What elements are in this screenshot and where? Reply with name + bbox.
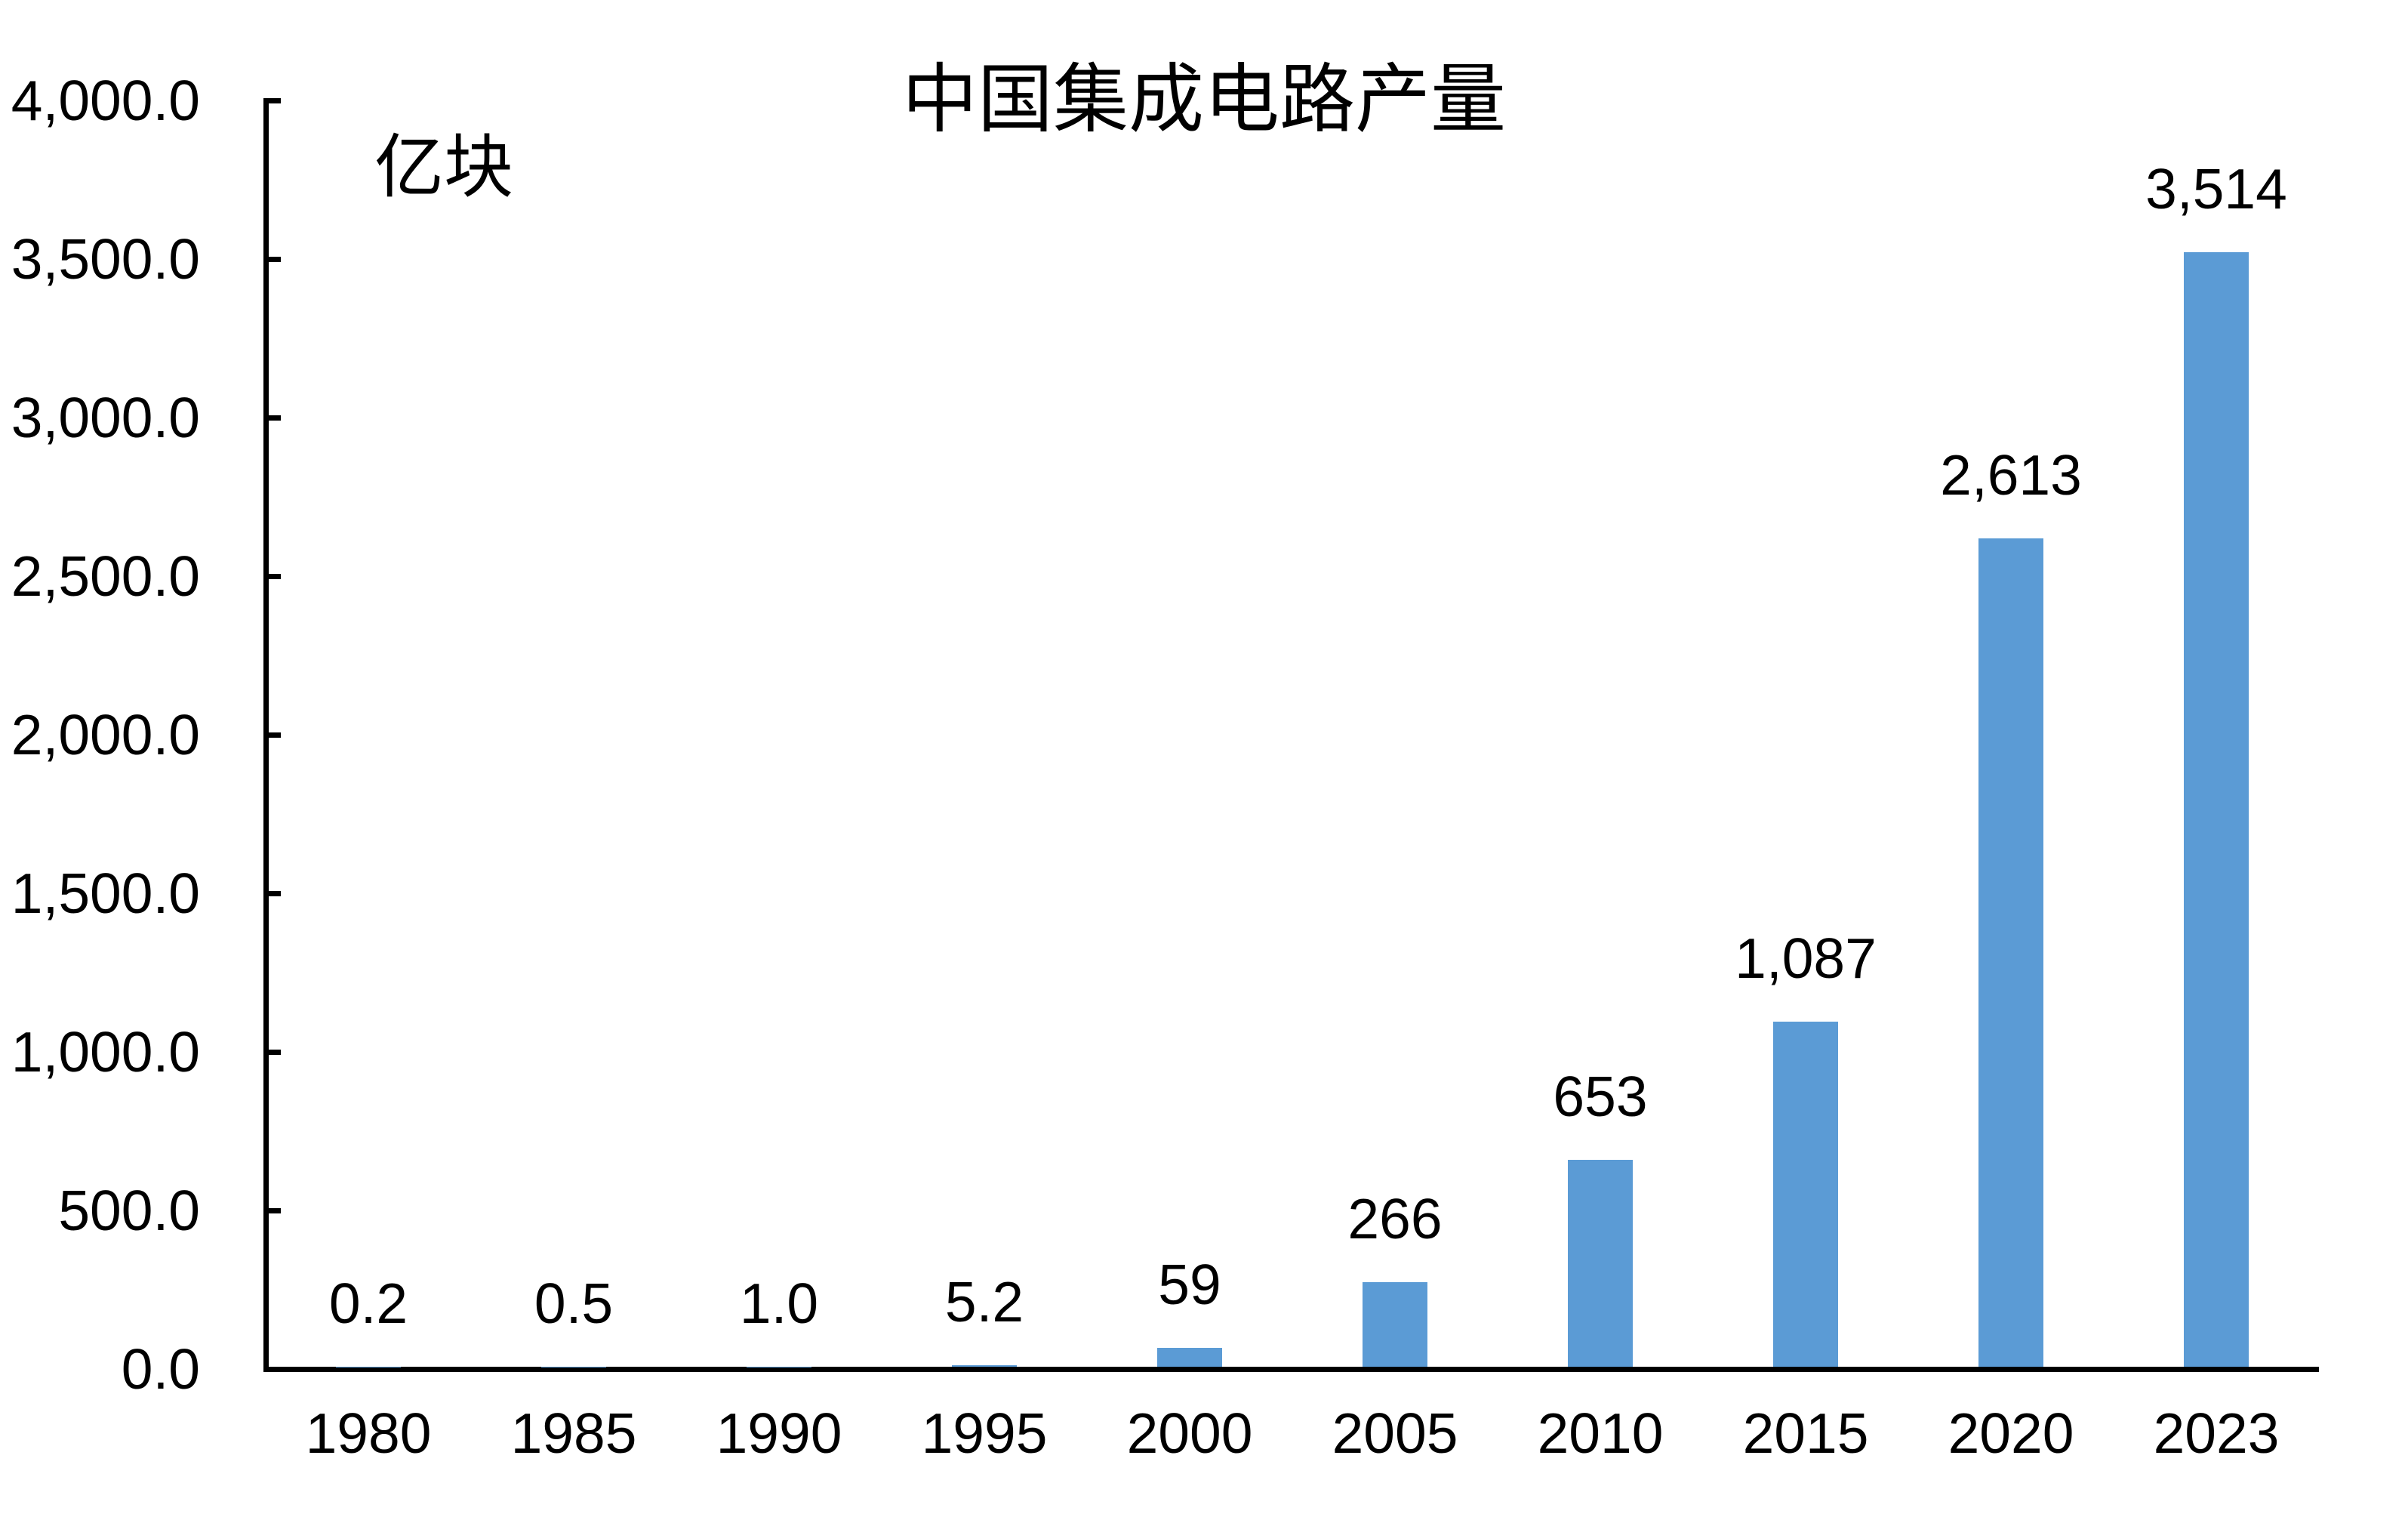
y-axis-tick-mark — [263, 415, 281, 421]
y-axis-tick-label: 2,000.0 — [11, 703, 200, 766]
x-axis-label: 2015 — [1742, 1401, 1869, 1465]
bar-value-label: 0.2 — [328, 1271, 408, 1335]
x-axis-label: 1990 — [716, 1401, 842, 1465]
y-axis-unit-label: 亿块 — [374, 129, 514, 206]
bar — [1978, 538, 2043, 1367]
chart-title: 中国集成电路产量 — [902, 58, 1506, 142]
bar-value-label: 266 — [1347, 1187, 1443, 1251]
y-axis-tick-label: 4,000.0 — [11, 69, 200, 132]
bar-value-label: 59 — [1158, 1253, 1221, 1317]
x-axis-label: 1995 — [921, 1401, 1048, 1465]
bar-value-label: 5.2 — [944, 1269, 1024, 1334]
y-axis-tick-mark — [263, 890, 281, 896]
x-axis-label: 1985 — [510, 1401, 637, 1465]
x-axis-line — [263, 1367, 2319, 1372]
y-axis-tick-mark — [263, 1366, 281, 1372]
x-axis-label: 2010 — [1537, 1401, 1664, 1465]
y-axis-tick-label: 500.0 — [58, 1179, 200, 1242]
y-axis-tick-label: 3,000.0 — [11, 386, 200, 449]
x-axis-label: 1980 — [305, 1401, 432, 1465]
x-axis-label: 2005 — [1332, 1401, 1458, 1465]
y-axis-tick-mark — [263, 1049, 281, 1055]
y-axis-tick-label: 2,500.0 — [11, 544, 200, 608]
x-axis-label: 2020 — [1948, 1401, 2074, 1465]
bar — [952, 1364, 1017, 1367]
bar-value-label: 3,514 — [2145, 157, 2287, 221]
bar — [1157, 1348, 1222, 1367]
y-axis-tick-mark — [263, 1207, 281, 1213]
bar-value-label: 0.5 — [534, 1271, 614, 1335]
bar — [1773, 1022, 1838, 1367]
bar-value-label: 2,613 — [1940, 442, 2082, 507]
bar — [2184, 252, 2249, 1367]
bar-value-label: 653 — [1553, 1064, 1648, 1128]
bar — [1363, 1282, 1427, 1367]
y-axis-tick-mark — [263, 97, 281, 103]
bar-value-label: 1,087 — [1735, 927, 1877, 991]
y-axis-tick-label: 3,500.0 — [11, 227, 200, 291]
bar-value-label: 1.0 — [739, 1271, 819, 1335]
y-axis-tick-label: 1,500.0 — [11, 862, 200, 925]
x-axis-label: 2023 — [2153, 1401, 2280, 1465]
y-axis-tick-label: 1,000.0 — [11, 1020, 200, 1084]
y-axis-tick-mark — [263, 256, 281, 262]
y-axis-tick-label: 0.0 — [121, 1337, 200, 1401]
bar — [1568, 1159, 1633, 1367]
y-axis-tick-mark — [263, 732, 281, 738]
x-axis-label: 2000 — [1126, 1401, 1253, 1465]
y-axis-tick-mark — [263, 573, 281, 579]
